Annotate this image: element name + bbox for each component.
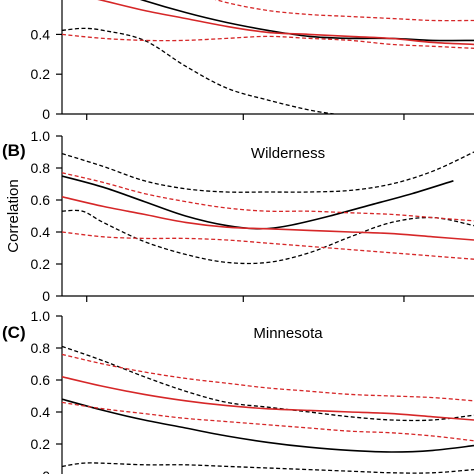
- red-dashed-series-line: [62, 353, 474, 402]
- red-solid-series-line: [62, 376, 474, 421]
- y-tick-label: 0.8: [31, 340, 51, 356]
- panel-letter: (C): [2, 323, 26, 342]
- y-tick-label: 0.4: [31, 224, 51, 240]
- panel-title: Minnesota: [253, 325, 323, 342]
- y-tick-label: 0.6: [31, 192, 51, 208]
- y-tick-label: 0: [42, 468, 50, 474]
- y-tick-label: 0: [42, 288, 50, 304]
- y-tick-label: 0.2: [31, 436, 51, 452]
- y-tick-label: 0.6: [31, 372, 51, 388]
- red-dashed-series-line: [214, 0, 474, 22]
- y-tick-label: 0.8: [31, 160, 51, 176]
- y-tick-label: 0.2: [31, 256, 51, 272]
- red-solid-series-line: [97, 0, 474, 46]
- red-dashed-series-line: [62, 231, 474, 260]
- y-tick-label: 0.4: [31, 404, 51, 420]
- y-tick-label: 0: [42, 106, 50, 122]
- black-dashed-series-line: [62, 209, 474, 265]
- black-dashed-series-line: [62, 462, 474, 474]
- y-axis-title: Correlation: [5, 179, 22, 252]
- panel-title: Wilderness: [251, 145, 325, 162]
- y-tick-label: 1.0: [31, 308, 51, 324]
- black-dashed-series-line: [62, 345, 474, 422]
- black-solid-series-line: [62, 398, 474, 453]
- red-dashed-series-line: [62, 172, 474, 222]
- panel-b-wilderness: 0 0.2 0.4 0.6 0.8 1.0 (B) Wilderness Correlation: [2, 128, 474, 304]
- red-solid-series-line: [62, 196, 474, 241]
- black-dashed-series-line: [62, 27, 335, 114]
- panel-a-top: 0 0.2 0.4: [31, 0, 474, 122]
- black-dashed-series-line: [62, 151, 474, 193]
- panel-letter: (B): [2, 141, 26, 160]
- y-tick-label: 1.0: [31, 128, 51, 144]
- red-dashed-series-line: [62, 33, 474, 49]
- y-tick-label: 0.2: [31, 66, 51, 82]
- y-tick-label: 0.4: [31, 26, 51, 42]
- panel-c-minnesota: 0 0.2 0.4 0.6 0.8 1.0 (C) Minnesota: [2, 308, 474, 474]
